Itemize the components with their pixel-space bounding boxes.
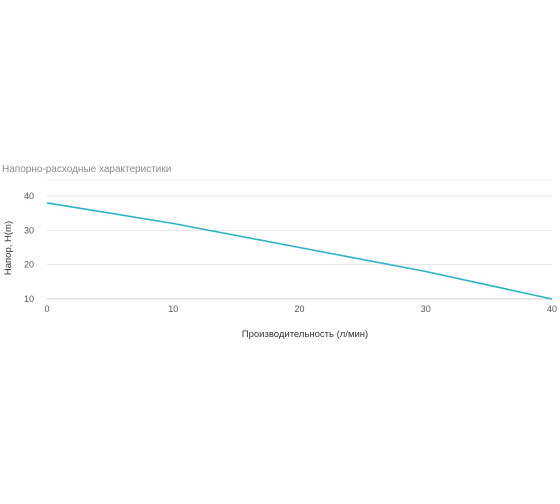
axes: 10 20 30 40 0 10 20 30 40 xyxy=(24,191,557,314)
grid xyxy=(47,179,552,300)
y-tick-label: 30 xyxy=(24,225,34,235)
y-tick-label: 20 xyxy=(24,260,34,270)
y-tick-label: 10 xyxy=(24,294,34,304)
x-tick-label: 40 xyxy=(547,304,557,314)
x-axis-label: Производительность (л/мин) xyxy=(242,329,368,340)
x-tick-label: 0 xyxy=(44,304,49,314)
series-layer xyxy=(46,202,553,300)
x-tick-label: 30 xyxy=(421,304,431,314)
chart-title: Напорно-расходные характеристики xyxy=(2,164,172,175)
y-axis-label: Напор, Н(m) xyxy=(3,221,14,275)
series-line xyxy=(46,202,553,300)
y-tick-label: 40 xyxy=(24,191,34,201)
x-tick-label: 10 xyxy=(168,304,178,314)
x-tick-label: 20 xyxy=(294,304,304,314)
